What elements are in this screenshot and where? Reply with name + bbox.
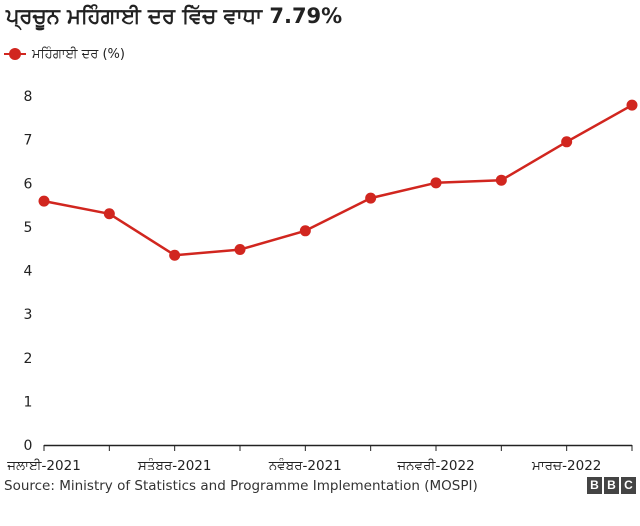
- data-point: [299, 225, 311, 237]
- y-tick-label: 1: [24, 394, 33, 410]
- y-tick-label: 4: [24, 264, 33, 280]
- x-tick-label: ਜਨਵਰੀ-2022: [396, 458, 474, 470]
- line-chart: 0 1 2 3 4 5 6 7 8 ਜੁਲਾਈ-2021 ਸਤੰਬਰ-2021 ਨਵੰਬਰ-2021 ਜ…: [6, 89, 638, 470]
- x-tick-label: ਨਵੰਬਰ-2021: [268, 457, 342, 470]
- y-tick-label: 2: [24, 351, 33, 367]
- bbc-logo: B B C: [587, 477, 636, 494]
- data-point: [561, 136, 573, 148]
- y-tick-label: 3: [24, 307, 33, 323]
- x-tick-label: ਜੁਲਾਈ-2021: [6, 458, 81, 470]
- data-point: [234, 244, 246, 256]
- data-point: [495, 174, 507, 186]
- legend: ਮਹਿੰਗਾਈ ਦਰ (%): [4, 44, 125, 64]
- source-note: Source: Ministry of Statistics and Progr…: [4, 478, 478, 494]
- bbc-logo-letter: B: [604, 477, 619, 494]
- bbc-logo-letter: B: [587, 477, 602, 494]
- chart-title: ਪ੍ਰਚੂਨ ਮਹਿੰਗਾਈ ਦਰ ਵਿੱਚ ਵਾਧਾ 7.79%: [6, 4, 343, 28]
- legend-label: ਮਹਿੰਗਾਈ ਦਰ (%): [32, 46, 125, 62]
- y-tick-label: 5: [24, 220, 33, 236]
- data-point: [169, 249, 181, 261]
- data-point: [430, 177, 442, 189]
- data-point: [38, 195, 50, 207]
- x-tick-label: ਸਤੰਬਰ-2021: [137, 457, 212, 470]
- y-tick-label: 6: [24, 176, 33, 192]
- x-tick-label: ਮਾਰਚ-2022: [531, 458, 601, 470]
- series-line: [42, 103, 634, 257]
- data-point: [626, 99, 638, 111]
- data-point: [103, 208, 115, 220]
- y-tick-label: 8: [24, 89, 33, 105]
- legend-marker-icon: [4, 47, 26, 61]
- bbc-logo-letter: C: [621, 477, 636, 494]
- data-point: [365, 192, 377, 204]
- y-tick-label: 7: [24, 133, 33, 149]
- y-tick-label: 0: [24, 438, 33, 454]
